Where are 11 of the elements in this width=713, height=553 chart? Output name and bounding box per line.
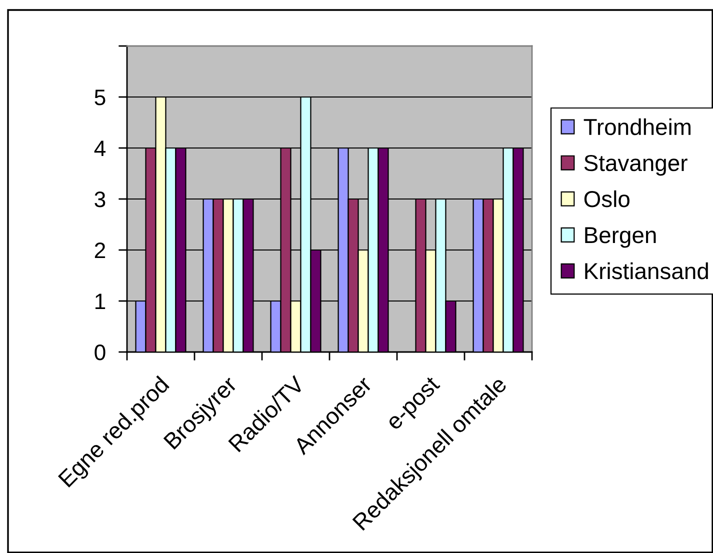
y-tick-label: 1 [96, 294, 106, 310]
legend-label: Trondheim [584, 118, 690, 136]
legend-label: Kristiansand [585, 262, 708, 280]
legend-label: Bergen [585, 227, 656, 248]
y-tick-label: 3 [94, 192, 106, 208]
y-tick-label: 4 [94, 140, 106, 156]
y-tick-label: 2 [94, 242, 106, 258]
y-tick-label: 0 [94, 344, 106, 360]
y-tick-label: 5 [94, 90, 106, 106]
legend-label: Oslo [584, 190, 630, 208]
legend-label: Stavanger [584, 154, 688, 176]
